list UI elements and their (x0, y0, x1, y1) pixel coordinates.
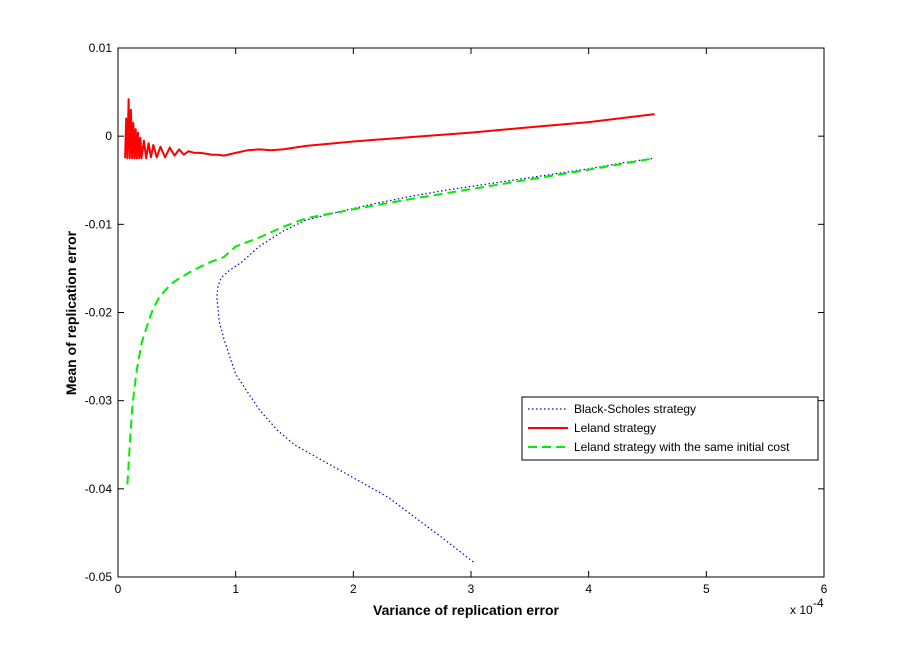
x-ticks: 0 1 2 3 4 5 6 (115, 48, 828, 596)
y-tick-label: -0.04 (85, 482, 113, 496)
x-tick-label: 5 (703, 582, 710, 596)
series-line-2 (126, 157, 655, 485)
series-line-1 (124, 98, 655, 160)
series-line-0 (216, 157, 655, 563)
x-axis-exponent: x 10 (790, 603, 813, 617)
y-tick-label: 0.01 (89, 41, 113, 55)
y-tick-label: -0.01 (85, 217, 113, 231)
legend-label-1: Leland strategy (574, 421, 656, 435)
y-axis-label: Mean of replication error (63, 230, 79, 395)
x-tick-label: 0 (115, 582, 122, 596)
y-tick-label: -0.05 (85, 570, 113, 584)
x-axis-exponent-power: -4 (813, 596, 824, 610)
x-axis-label: Variance of replication error (373, 602, 560, 618)
y-tick-label: 0 (105, 129, 112, 143)
x-tick-label: 1 (232, 582, 239, 596)
x-tick-label: 6 (821, 582, 828, 596)
x-tick-label: 2 (350, 582, 357, 596)
legend-box (521, 396, 819, 461)
x-tick-label: 4 (585, 582, 592, 596)
series-layer (124, 98, 655, 563)
y-tick-label: -0.02 (85, 306, 113, 320)
legend: Black-Scholes strategy Leland strategy Lel… (521, 396, 819, 461)
legend-label-2: Leland strategy with the same initial co… (574, 440, 790, 454)
plot-frame (117, 47, 825, 578)
x-tick-label: 3 (468, 582, 475, 596)
legend-label-0: Black-Scholes strategy (574, 402, 696, 416)
y-tick-label: -0.03 (85, 394, 113, 408)
y-ticks: -0.05 -0.04 -0.03 -0.02 -0.01 0 0.01 (85, 41, 824, 584)
